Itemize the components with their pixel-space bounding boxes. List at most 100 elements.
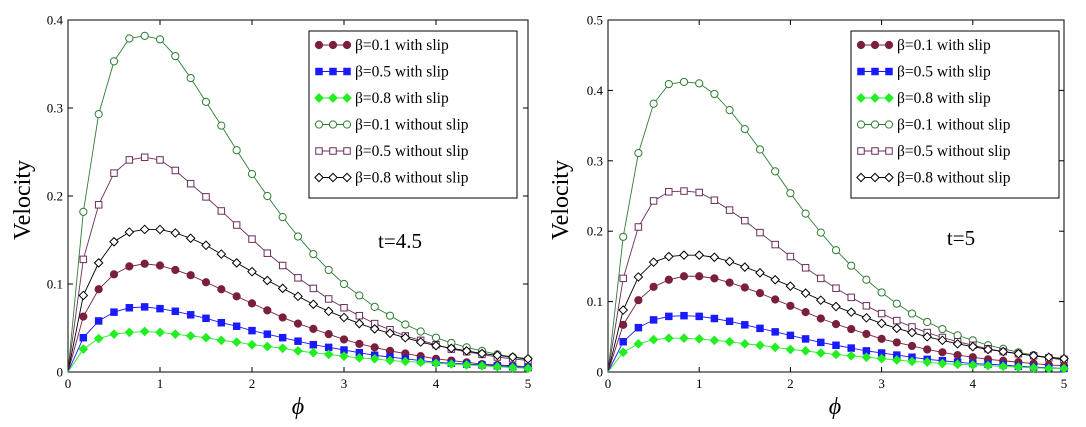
data-point [401,320,410,329]
data-point [263,306,272,315]
data-point [893,316,901,325]
data-point [801,335,810,343]
data-point [1013,362,1024,372]
data-point [755,145,765,154]
legend-label: β=0.8 with slip [897,90,991,107]
data-point [847,261,856,270]
data-point [247,299,257,308]
data-point [695,79,704,88]
data-point [293,232,303,241]
x-axis-label: ϕ [292,394,304,420]
legend-marker [342,93,352,103]
data-point [953,331,962,340]
data-point [309,340,318,349]
data-point [247,266,257,277]
data-point [323,349,334,360]
data-point [477,348,487,359]
data-point [619,337,627,346]
data-point [710,196,719,204]
legend-marker [871,147,879,155]
x-tick-label: 2 [787,376,794,391]
data-point [125,34,134,43]
series-open-square [607,187,1068,373]
data-point [998,361,1009,372]
data-point [156,304,164,313]
data-point [294,274,302,282]
data-point [665,312,673,321]
data-point [339,279,349,289]
time-annotation: t=5 [947,226,975,250]
data-point [983,344,993,355]
data-point [817,274,825,283]
data-point [847,324,856,334]
legend-marker [856,120,866,129]
data-point [309,284,318,293]
legend-marker [870,172,880,183]
data-point [216,249,227,259]
data-point [634,223,643,231]
legend-marker [343,67,351,76]
data-point [649,99,658,108]
data-point [679,272,689,281]
data-point [953,351,962,360]
legend-marker [857,147,865,155]
data-point [618,347,629,358]
legend-label: β=0.5 with slip [355,64,449,81]
data-point [816,314,825,323]
legend-marker [314,120,324,129]
data-point [156,156,164,164]
data-point [140,153,149,162]
data-point [771,328,779,336]
chart-panel-left: Velocity ϕ t=4.5 0 1 2 3 4 5 0 0.1 0.2 0.3 0.4 β=0.… [10,13,533,420]
data-point [309,324,318,333]
data-point [247,169,257,179]
data-point [756,324,764,333]
data-point [998,346,1009,357]
data-point [952,338,963,349]
data-point [140,303,149,311]
data-point [185,233,196,244]
data-point [415,357,426,368]
legend-marker [884,172,894,183]
data-point [649,197,658,205]
data-point [248,326,256,335]
data-point [461,346,472,356]
legend-marker [314,172,324,183]
data-point [817,338,825,347]
data-point [109,329,119,340]
data-point [771,167,780,176]
data-point [679,250,689,260]
data-point [385,311,395,320]
data-point [323,306,334,317]
data-point [78,344,89,354]
data-point [831,320,841,329]
data-point [278,333,287,342]
legend-label: β=0.5 without slip [897,143,1011,160]
data-point [801,209,810,218]
legend-marker [328,40,338,50]
data-point [786,252,795,261]
data-point [125,304,134,312]
data-point [354,318,365,329]
legend-label: β=0.8 without slip [355,170,469,187]
data-point [355,339,364,348]
data-point [633,338,644,349]
data-point [664,275,673,284]
data-point [938,348,947,357]
data-point [968,353,977,362]
data-point [831,301,841,312]
data-point [663,333,674,344]
data-point [155,35,165,44]
data-point [771,240,779,249]
data-point [694,250,705,260]
x-tick-label: 0 [65,376,72,391]
x-tick-label: 5 [1061,376,1068,391]
data-point [800,346,811,356]
data-point [725,206,734,214]
data-point [877,309,886,318]
data-point [231,337,242,347]
data-point [277,343,288,354]
data-point [355,311,364,320]
data-point [695,312,703,321]
data-point [170,329,181,340]
